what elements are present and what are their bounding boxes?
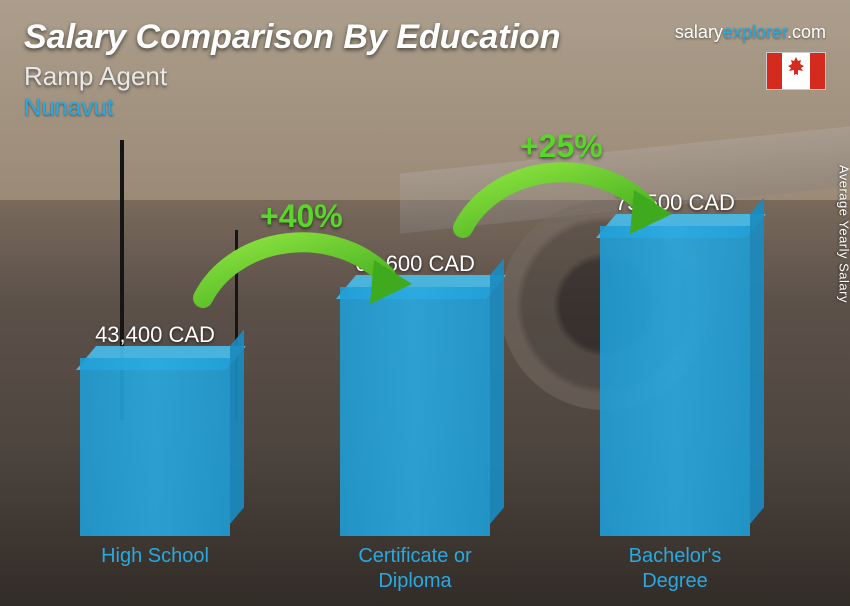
bar-group: 75,500 CADBachelor'sDegree <box>600 226 750 536</box>
canada-flag <box>766 52 826 90</box>
bar-side-face <box>490 258 504 524</box>
increase-pct-label: +40% <box>260 198 343 235</box>
flag-center <box>782 53 810 89</box>
bar-front-face <box>340 287 490 536</box>
bar-category-label: Certificate orDiploma <box>305 544 525 594</box>
bar-side-face <box>230 329 244 524</box>
bar-side-face <box>750 197 764 524</box>
bar-category-label: Bachelor'sDegree <box>565 544 785 594</box>
watermark-part: salary <box>675 22 723 42</box>
flag-band-left <box>767 53 782 89</box>
bar <box>340 287 490 536</box>
y-axis-label: Average Yearly Salary <box>837 165 850 303</box>
bar-group: 60,600 CADCertificate orDiploma <box>340 287 490 536</box>
increase-arrow <box>455 90 680 240</box>
flag-band-right <box>810 53 825 89</box>
watermark: salaryexplorer.com <box>675 22 826 43</box>
bar-value-label: 43,400 CAD <box>95 322 215 348</box>
maple-leaf-icon <box>785 57 807 86</box>
bar-group: 43,400 CADHigh School <box>80 358 230 536</box>
increase-arrow <box>195 160 420 310</box>
watermark-accent: explorer <box>723 22 787 42</box>
chart-region: Nunavut <box>24 94 826 122</box>
content-area: Salary Comparison By Education Ramp Agen… <box>0 0 850 606</box>
bar-chart: 43,400 CADHigh School60,600 CADCertifica… <box>40 150 790 586</box>
bar <box>600 226 750 536</box>
increase-pct-label: +25% <box>520 128 603 165</box>
watermark-part: .com <box>787 22 826 42</box>
chart-subtitle: Ramp Agent <box>24 61 826 92</box>
bar-front-face <box>600 226 750 536</box>
bar-front-face <box>80 358 230 536</box>
bar-category-label: High School <box>45 544 265 569</box>
bar <box>80 358 230 536</box>
